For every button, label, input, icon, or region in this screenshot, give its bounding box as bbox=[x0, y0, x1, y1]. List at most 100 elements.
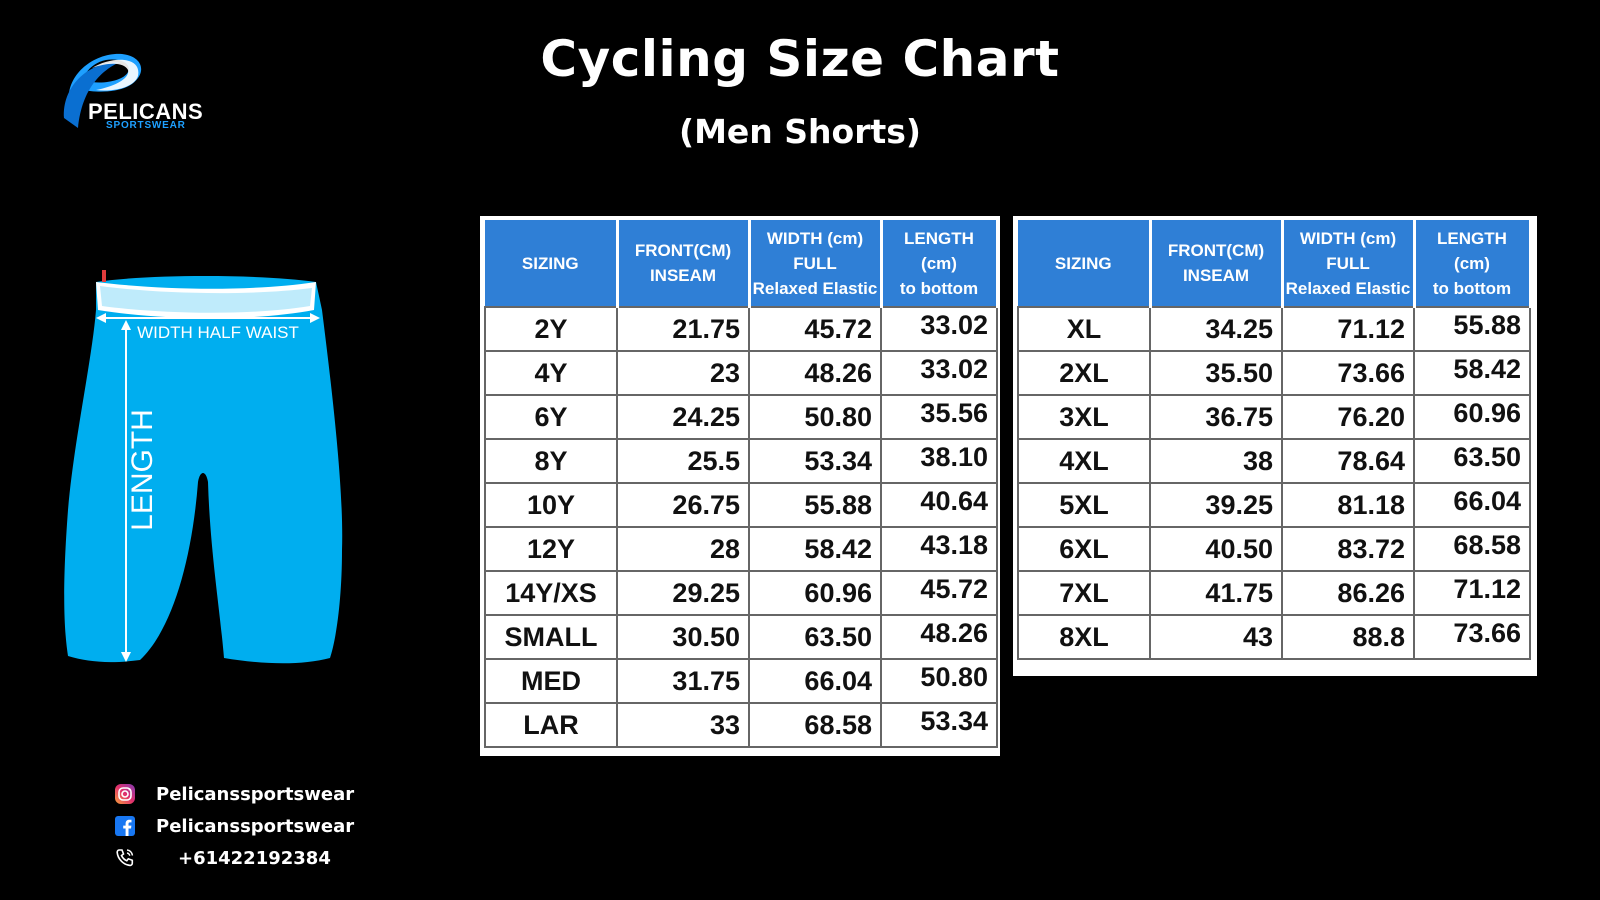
length-cell: 60.96 bbox=[1413, 394, 1531, 440]
inseam-cell: 30.50 bbox=[616, 614, 750, 660]
table-row: XL 34.25 71.12 55.88 bbox=[1017, 306, 1531, 352]
size-cell: 3XL bbox=[1017, 394, 1151, 440]
length-cell: 33.02 bbox=[880, 306, 998, 352]
size-cell: 2XL bbox=[1017, 350, 1151, 396]
table-row: 8XL 43 88.8 73.66 bbox=[1017, 614, 1531, 660]
inseam-cell: 41.75 bbox=[1149, 570, 1283, 616]
phone-icon bbox=[114, 847, 136, 869]
phone-number: +61422192384 bbox=[178, 847, 331, 869]
length-cell: 66.04 bbox=[1413, 482, 1531, 528]
inseam-cell: 25.5 bbox=[616, 438, 750, 484]
size-cell: 5XL bbox=[1017, 482, 1151, 528]
size-cell: 8Y bbox=[484, 438, 618, 484]
width-cell: 50.80 bbox=[748, 394, 882, 440]
table-row: 8Y 25.5 53.34 38.10 bbox=[484, 438, 998, 484]
table-row: 4XL 38 78.64 63.50 bbox=[1017, 438, 1531, 484]
table-row: 2XL 35.50 73.66 58.42 bbox=[1017, 350, 1531, 396]
length-cell: 43.18 bbox=[880, 526, 998, 572]
size-cell: 6Y bbox=[484, 394, 618, 440]
size-cell: 14Y/XS bbox=[484, 570, 618, 616]
width-cell: 66.04 bbox=[748, 658, 882, 704]
inseam-cell: 39.25 bbox=[1149, 482, 1283, 528]
inseam-cell: 24.25 bbox=[616, 394, 750, 440]
width-cell: 68.58 bbox=[748, 702, 882, 748]
length-cell: 33.02 bbox=[880, 350, 998, 396]
length-cell: 38.10 bbox=[880, 438, 998, 484]
inseam-cell: 34.25 bbox=[1149, 306, 1283, 352]
table-row: 12Y 28 58.42 43.18 bbox=[484, 526, 998, 572]
table-row: 3XL 36.75 76.20 60.96 bbox=[1017, 394, 1531, 440]
shorts-body bbox=[64, 276, 343, 664]
contact-facebook[interactable]: Pelicanssportswear bbox=[114, 810, 354, 842]
table-row: 2Y 21.75 45.72 33.02 bbox=[484, 306, 998, 352]
size-cell: LAR bbox=[484, 702, 618, 748]
contact-instagram[interactable]: Pelicanssportswear bbox=[114, 778, 354, 810]
page-subtitle: (Men Shorts) bbox=[679, 112, 921, 151]
width-cell: 60.96 bbox=[748, 570, 882, 616]
page-title: Cycling Size Chart bbox=[540, 30, 1060, 88]
width-cell: 45.72 bbox=[748, 306, 882, 352]
inseam-cell: 43 bbox=[1149, 614, 1283, 660]
size-cell: 8XL bbox=[1017, 614, 1151, 660]
table-row: 6Y 24.25 50.80 35.56 bbox=[484, 394, 998, 440]
instagram-handle: Pelicanssportswear bbox=[156, 783, 355, 805]
size-cell: 12Y bbox=[484, 526, 618, 572]
size-cell: SMALL bbox=[484, 614, 618, 660]
logo-brand: PELICANS bbox=[88, 99, 204, 124]
size-table-right: SIZING FRONT(CM) INSEAM WIDTH (cm) FULL Rel… bbox=[1013, 216, 1537, 676]
table-row: 5XL 39.25 81.18 66.04 bbox=[1017, 482, 1531, 528]
contact-phone[interactable]: +61422192384 bbox=[114, 842, 354, 874]
width-cell: 63.50 bbox=[748, 614, 882, 660]
width-cell: 81.18 bbox=[1281, 482, 1415, 528]
inseam-cell: 33 bbox=[616, 702, 750, 748]
shorts-diagram: WIDTH HALF WAIST LENGTH bbox=[64, 270, 343, 664]
tag-mark bbox=[102, 270, 106, 282]
length-cell: 73.66 bbox=[1413, 614, 1531, 660]
size-cell: 4Y bbox=[484, 350, 618, 396]
facebook-handle: Pelicanssportswear bbox=[156, 815, 355, 837]
inseam-cell: 38 bbox=[1149, 438, 1283, 484]
header-sizing: SIZING bbox=[1018, 220, 1152, 307]
inseam-cell: 23 bbox=[616, 350, 750, 396]
inseam-cell: 35.50 bbox=[1149, 350, 1283, 396]
inseam-cell: 40.50 bbox=[1149, 526, 1283, 572]
inseam-cell: 21.75 bbox=[616, 306, 750, 352]
table-row: 6XL 40.50 83.72 68.58 bbox=[1017, 526, 1531, 572]
size-cell: 4XL bbox=[1017, 438, 1151, 484]
width-cell: 86.26 bbox=[1281, 570, 1415, 616]
header-width: WIDTH (cm) FULL Relaxed Elastic bbox=[1282, 220, 1416, 307]
length-cell: 50.80 bbox=[880, 658, 998, 704]
length-cell: 71.12 bbox=[1413, 570, 1531, 616]
width-cell: 48.26 bbox=[748, 350, 882, 396]
length-cell: 58.42 bbox=[1413, 350, 1531, 396]
logo-tagline: SPORTSWEAR bbox=[106, 120, 186, 131]
table-row: 4Y 23 48.26 33.02 bbox=[484, 350, 998, 396]
size-table-left: SIZING FRONT(CM) INSEAM WIDTH (cm) FULL Rel… bbox=[480, 216, 1000, 756]
width-cell: 58.42 bbox=[748, 526, 882, 572]
table-header-row: SIZING FRONT(CM) INSEAM WIDTH (cm) FULL Rel… bbox=[485, 220, 999, 307]
size-cell: 10Y bbox=[484, 482, 618, 528]
width-cell: 53.34 bbox=[748, 438, 882, 484]
inseam-cell: 28 bbox=[616, 526, 750, 572]
header-width: WIDTH (cm) FULL Relaxed Elastic bbox=[749, 220, 883, 307]
length-cell: 53.34 bbox=[880, 702, 998, 748]
length-cell: 48.26 bbox=[880, 614, 998, 660]
length-cell: 45.72 bbox=[880, 570, 998, 616]
header-length: LENGTH (cm) to bottom bbox=[881, 220, 999, 307]
inseam-cell: 31.75 bbox=[616, 658, 750, 704]
width-cell: 73.66 bbox=[1281, 350, 1415, 396]
size-cell: 6XL bbox=[1017, 526, 1151, 572]
inseam-cell: 29.25 bbox=[616, 570, 750, 616]
width-cell: 76.20 bbox=[1281, 394, 1415, 440]
inseam-cell: 36.75 bbox=[1149, 394, 1283, 440]
length-cell: 35.56 bbox=[880, 394, 998, 440]
length-cell: 55.88 bbox=[1413, 306, 1531, 352]
length-cell: 40.64 bbox=[880, 482, 998, 528]
table-row: MED 31.75 66.04 50.80 bbox=[484, 658, 998, 704]
width-cell: 78.64 bbox=[1281, 438, 1415, 484]
width-cell: 83.72 bbox=[1281, 526, 1415, 572]
waist-label: WIDTH HALF WAIST bbox=[137, 323, 299, 342]
header-sizing: SIZING bbox=[485, 220, 619, 307]
width-cell: 88.8 bbox=[1281, 614, 1415, 660]
width-cell: 55.88 bbox=[748, 482, 882, 528]
